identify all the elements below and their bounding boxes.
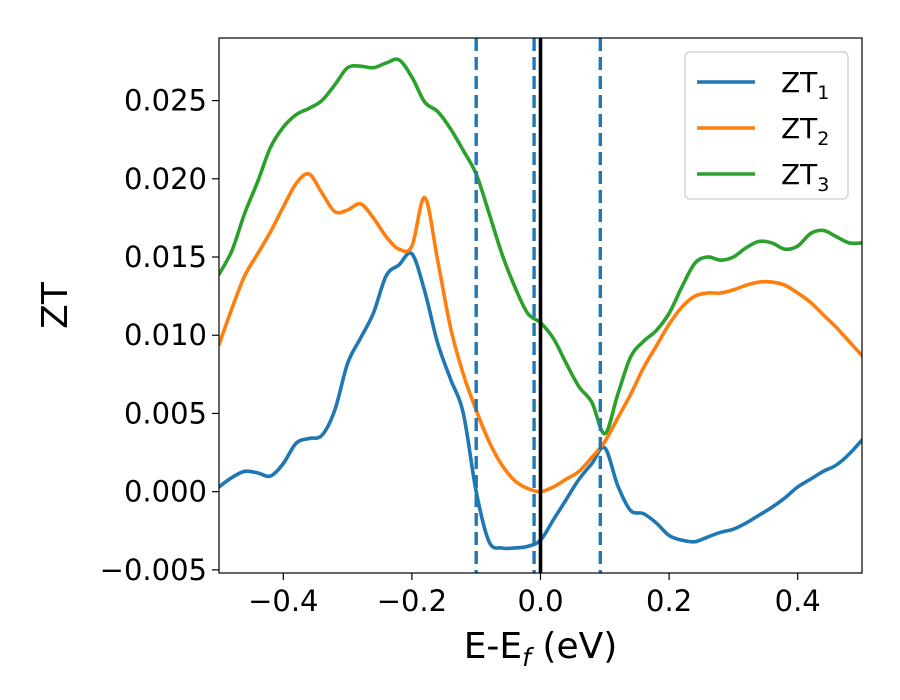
x-tick-label: −0.2: [377, 584, 447, 618]
y-axis-label: ZT: [35, 281, 76, 329]
x-axis-label: E-Ef (eV): [464, 626, 618, 672]
y-tick-label: 0.025: [124, 84, 207, 118]
x-axis-label-base: E-E: [464, 626, 522, 667]
x-tick-label: 0.4: [775, 584, 821, 618]
legend-box: [684, 51, 849, 200]
reference-lines: [474, 38, 602, 573]
legend-label-base: ZT: [781, 112, 818, 145]
y-tick-label: 0.010: [124, 318, 207, 352]
y-tick-label: 0.000: [124, 475, 207, 509]
legend-label-zt2: ZT2: [781, 112, 829, 150]
legend-label-zt3: ZT3: [781, 158, 829, 196]
y-tick-label: 0.005: [124, 396, 207, 430]
y-tick-label: 0.015: [124, 240, 207, 274]
legend-label-subscript: 1: [817, 82, 829, 104]
legend-label-base: ZT: [781, 158, 818, 191]
legend-label-zt1: ZT1: [781, 66, 829, 104]
legend-label-subscript: 3: [817, 174, 829, 196]
y-tick-label: 0.020: [124, 162, 207, 196]
axes: −0.4 −0.2 0.0 0.2 0.4 −0.005 0.000 0.005 0.010 0.…: [35, 84, 821, 672]
legend-label-base: ZT: [781, 66, 818, 99]
x-tick-label: 0.2: [646, 584, 692, 618]
x-axis-label-unit: (eV): [531, 626, 617, 667]
legend-label-subscript: 2: [817, 128, 829, 150]
x-tick-label: −0.4: [248, 584, 318, 618]
y-tick-label: −0.005: [100, 553, 207, 587]
x-tick-label: 0.0: [517, 584, 563, 618]
